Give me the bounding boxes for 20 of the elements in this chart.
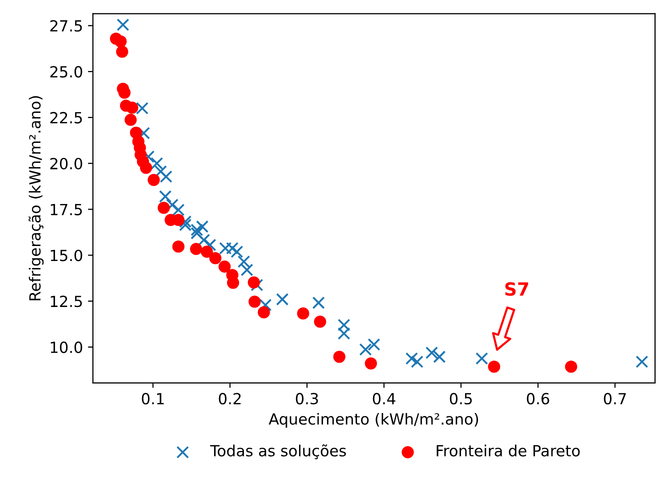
x-tick-label: 0.3 (296, 392, 318, 404)
y-tick-label: 20.0 (50, 158, 82, 170)
y-axis-title: Refrigeração (kWh/m².ano) (28, 96, 44, 300)
x-tick-label: 0.5 (450, 392, 472, 404)
y-tick-label: 12.5 (50, 296, 82, 308)
y-tick-label: 25.0 (50, 66, 82, 78)
y-tick-label: 17.5 (50, 204, 82, 216)
x-tick-label: 0.1 (142, 392, 164, 404)
x-tick-label: 0.4 (372, 392, 396, 404)
x-tick-label: 0.6 (526, 392, 550, 404)
legend-label: Fronteira de Pareto (436, 444, 580, 456)
legend-label: Todas as soluções (210, 444, 346, 460)
x-tick-label: 0.2 (218, 392, 241, 404)
y-tick-label: 15.0 (50, 250, 82, 262)
y-tick-label: 27.5 (50, 20, 82, 32)
y-tick-label: 22.5 (50, 112, 82, 124)
y-tick-label: 10.0 (50, 342, 82, 354)
annotation: S7 (505, 282, 528, 296)
x-axis-title: Aquecimento (kWh/m².ano) (268, 412, 478, 428)
x-tick-label: 0.7 (604, 392, 626, 404)
